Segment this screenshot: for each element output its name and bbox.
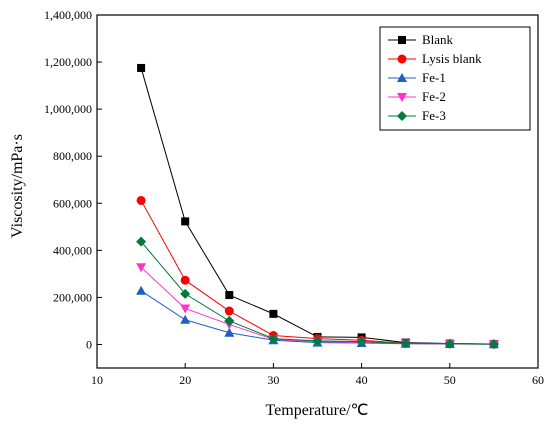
y-tick-label: 0 (86, 337, 92, 351)
data-point (444, 338, 455, 349)
data-point (356, 336, 367, 347)
data-point (180, 304, 191, 314)
y-tick-label: 1,400,000 (44, 8, 92, 22)
legend-label: Blank (422, 32, 454, 47)
data-point (225, 291, 234, 300)
legend-entry: Lysis blank (388, 51, 482, 66)
series-lysis-blank (136, 195, 499, 349)
data-point (181, 217, 190, 226)
x-tick-label: 30 (267, 373, 279, 387)
legend-marker (397, 73, 407, 82)
legend-entry: Fe-3 (388, 108, 446, 123)
legend-marker (398, 36, 406, 44)
x-tick-label: 60 (532, 373, 544, 387)
legend-label: Lysis blank (422, 51, 482, 66)
legend-entry: Fe-1 (388, 70, 446, 85)
legend-label: Fe-2 (422, 89, 446, 104)
series-fe-3 (136, 236, 499, 350)
y-tick-label: 600,000 (53, 196, 92, 210)
legend-label: Fe-1 (422, 70, 446, 85)
legend-marker (397, 54, 407, 64)
data-point (224, 306, 234, 316)
data-point (180, 314, 191, 324)
x-tick-label: 10 (91, 373, 103, 387)
legend-marker (397, 111, 407, 121)
series-line (140, 266, 494, 345)
data-point (136, 195, 146, 205)
x-tick-label: 40 (356, 373, 368, 387)
legend-marker (397, 93, 407, 102)
data-point (136, 236, 147, 247)
legend-entry: Fe-2 (388, 89, 446, 104)
data-point (268, 333, 279, 344)
x-tick-label: 20 (179, 373, 191, 387)
data-point (312, 335, 323, 346)
data-point (224, 327, 235, 337)
data-point (488, 339, 499, 350)
data-point (180, 288, 191, 299)
x-tick-label: 50 (444, 373, 456, 387)
legend-entry: Blank (388, 32, 454, 47)
legend-label: Fe-3 (422, 108, 446, 123)
plot-frame (96, 14, 539, 369)
data-point (136, 263, 147, 273)
data-point (136, 285, 147, 295)
data-point (137, 63, 146, 72)
y-tick-label: 400,000 (53, 243, 92, 257)
y-tick-label: 1,000,000 (44, 102, 92, 116)
data-point (224, 315, 235, 326)
data-point (400, 338, 411, 349)
data-point (269, 309, 278, 318)
y-tick-label: 1,200,000 (44, 55, 92, 69)
y-tick-label: 800,000 (53, 149, 92, 163)
y-axis-title: Viscosity/mPa·s (9, 134, 26, 238)
x-axis-title: Temperature/℃ (265, 402, 368, 419)
data-point (180, 275, 190, 285)
series-line (140, 241, 494, 345)
y-tick-label: 200,000 (53, 290, 92, 304)
